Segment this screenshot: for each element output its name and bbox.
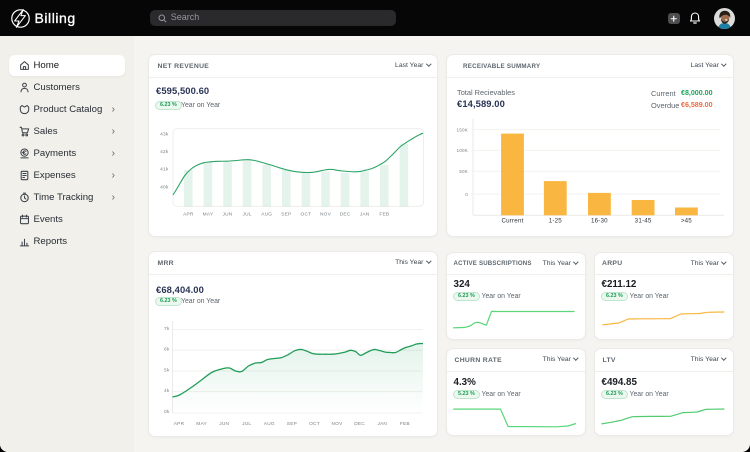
svg-text:JUL: JUL — [242, 421, 251, 427]
svg-text:DEC: DEC — [339, 212, 350, 218]
svg-text:>45: >45 — [681, 218, 692, 225]
svg-text:40k: 40k — [160, 185, 169, 191]
svg-text:DEC: DEC — [354, 421, 365, 427]
svg-text:APR: APR — [173, 421, 184, 427]
svg-text:OCT: OCT — [300, 212, 311, 218]
svg-text:JUN: JUN — [222, 212, 232, 218]
svg-text:NOV: NOV — [331, 421, 343, 427]
svg-text:41k: 41k — [160, 167, 169, 173]
svg-text:42k: 42k — [160, 149, 169, 155]
svg-text:0: 0 — [465, 192, 468, 197]
svg-text:MAY: MAY — [202, 212, 213, 218]
svg-text:100K: 100K — [456, 148, 468, 153]
svg-text:APR: APR — [183, 212, 194, 218]
svg-text:150K: 150K — [456, 127, 468, 132]
svg-text:43k: 43k — [160, 131, 169, 137]
svg-text:FEB: FEB — [399, 421, 409, 427]
svg-text:31-45: 31-45 — [635, 218, 652, 225]
svg-text:MAY: MAY — [196, 421, 207, 427]
svg-text:4k: 4k — [164, 388, 170, 394]
svg-text:JUL: JUL — [242, 212, 251, 218]
svg-text:AUG: AUG — [263, 421, 274, 427]
svg-text:SEP: SEP — [286, 421, 296, 427]
svg-text:16-30: 16-30 — [591, 218, 608, 225]
svg-text:OCT: OCT — [309, 421, 320, 427]
svg-text:JAN: JAN — [377, 421, 387, 427]
svg-text:1-25: 1-25 — [549, 218, 563, 225]
svg-text:0k: 0k — [164, 409, 170, 415]
svg-text:5k: 5k — [164, 367, 170, 373]
svg-text:Current: Current — [501, 218, 523, 225]
svg-text:6k: 6k — [164, 347, 170, 353]
svg-text:JUN: JUN — [219, 421, 229, 427]
svg-text:SEP: SEP — [281, 212, 291, 218]
svg-text:JAN: JAN — [359, 212, 369, 218]
svg-text:NOV: NOV — [320, 212, 332, 218]
svg-text:7k: 7k — [164, 326, 170, 332]
svg-text:AUG: AUG — [261, 212, 272, 218]
svg-text:50K: 50K — [459, 169, 469, 174]
svg-text:FEB: FEB — [379, 212, 389, 218]
